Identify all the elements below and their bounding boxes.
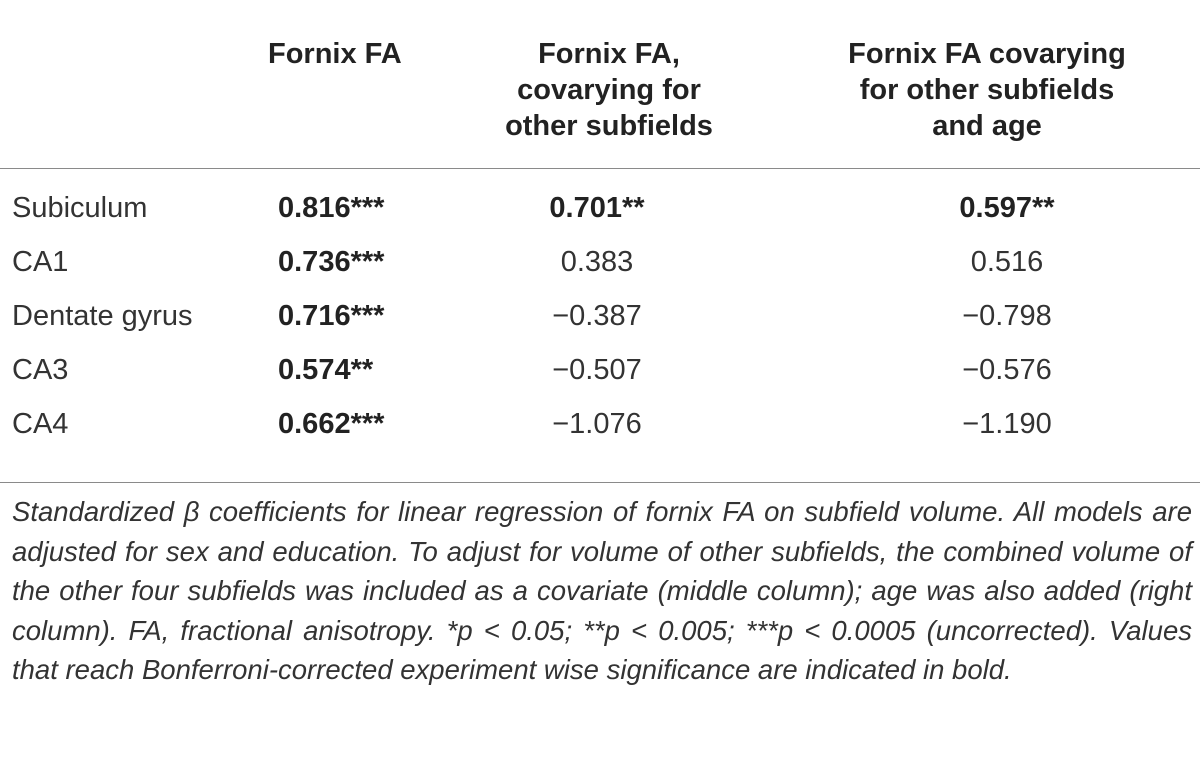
cell-value: 0.383 — [560, 245, 634, 278]
cell-value: 0.736*** — [278, 245, 385, 278]
header-row: Fornix FA Fornix FA, covarying for other s… — [0, 0, 1200, 169]
table-row: CA1 0.736*** 0.383 0.516 — [0, 235, 1200, 289]
cell-value: −0.798 — [962, 299, 1052, 332]
cell-value: −1.076 — [552, 407, 642, 440]
table-row: Subiculum 0.816*** 0.701** 0.597** — [0, 169, 1200, 236]
header-empty — [0, 0, 248, 169]
regression-table: Fornix FA Fornix FA, covarying for other s… — [0, 0, 1200, 465]
row-label: CA4 — [12, 407, 69, 440]
cell-value: 0.701** — [549, 191, 645, 224]
row-label: CA3 — [12, 353, 69, 386]
row-label: Dentate gyrus — [12, 299, 193, 332]
header-covarying-subfields: Fornix FA, covarying for other subfields — [505, 38, 713, 142]
cell-value: 0.662*** — [278, 407, 385, 440]
table-row: Dentate gyrus 0.716*** −0.387 −0.798 — [0, 289, 1200, 343]
table-bottom-rule — [0, 482, 1200, 483]
header-fornix-fa: Fornix FA — [268, 38, 402, 70]
cell-value: −1.190 — [962, 407, 1052, 440]
cell-value: 0.716*** — [278, 299, 385, 332]
table-row: CA4 0.662*** −1.076 −1.190 — [0, 397, 1200, 465]
cell-value: 0.816*** — [278, 191, 385, 224]
cell-value: 0.516 — [970, 245, 1044, 278]
row-label: CA1 — [12, 245, 69, 278]
cell-value: −0.387 — [552, 299, 642, 332]
row-label: Subiculum — [12, 191, 148, 224]
table-footnote: Standardized β coefficients for linear r… — [12, 496, 1192, 685]
header-covarying-subfields-age: Fornix FA covarying for other subfields an… — [848, 38, 1126, 142]
cell-value: −0.507 — [552, 353, 642, 386]
cell-value: 0.574** — [278, 353, 374, 386]
table-row: CA3 0.574** −0.507 −0.576 — [0, 343, 1200, 397]
cell-value: 0.597** — [959, 191, 1055, 224]
results-table-container: Fornix FA Fornix FA, covarying for other s… — [0, 0, 1200, 465]
cell-value: −0.576 — [962, 353, 1052, 386]
